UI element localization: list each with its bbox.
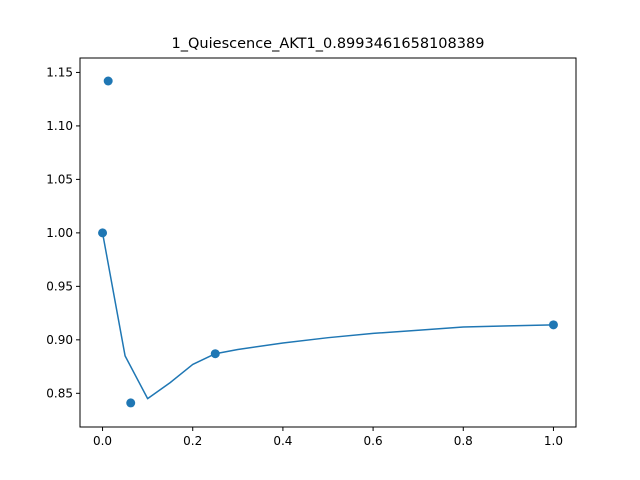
y-tick-label: 0.95: [46, 279, 73, 293]
chart-title: 1_Quiescence_AKT1_0.8993461658108389: [172, 36, 485, 52]
y-tick-label: 1.15: [46, 65, 73, 79]
series-layer: [98, 76, 558, 408]
y-tick-label: 1.10: [46, 119, 73, 133]
data-point: [210, 349, 220, 359]
x-tick-label: 0.4: [273, 434, 292, 448]
y-axis-ticks: 0.85 0.90 0.95 1.00 1.05 1.10 1.15: [46, 65, 80, 400]
fit-line: [101, 232, 554, 400]
data-point: [103, 76, 113, 86]
x-tick-label: 0.0: [93, 434, 112, 448]
x-tick-label: 0.6: [364, 434, 383, 448]
data-point: [548, 320, 558, 330]
y-tick-label: 1.05: [46, 172, 73, 186]
axes-frame: [79, 57, 577, 428]
x-axis-ticks: 0.0 0.2 0.4 0.6 0.8 1.0: [93, 427, 563, 448]
y-tick-label: 0.90: [46, 333, 73, 347]
x-tick-label: 0.8: [454, 434, 473, 448]
data-point: [98, 228, 108, 238]
y-tick-label: 0.85: [46, 386, 73, 400]
x-tick-label: 1.0: [544, 434, 563, 448]
x-tick-label: 0.2: [183, 434, 202, 448]
data-point: [126, 398, 136, 408]
y-tick-label: 1.00: [46, 226, 73, 240]
